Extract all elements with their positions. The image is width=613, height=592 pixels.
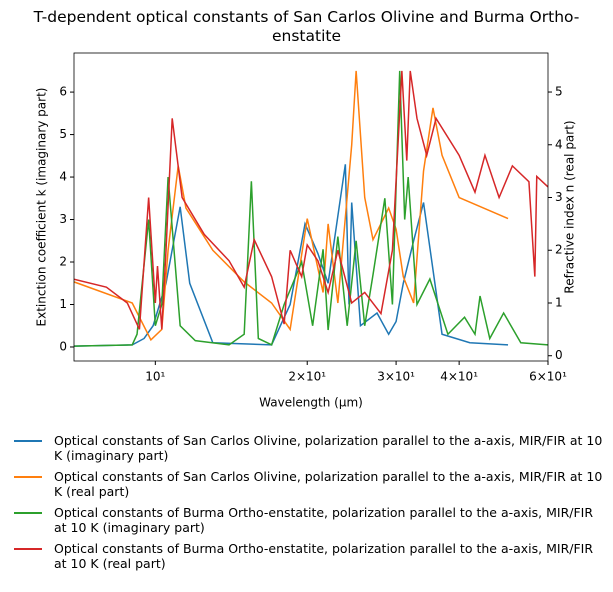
legend-label: Optical constants of San Carlos Olivine,… <box>54 469 603 499</box>
y-tick-label: 0 <box>59 339 67 353</box>
legend-swatch <box>14 548 42 550</box>
legend-label: Optical constants of Burma Ortho-enstati… <box>54 505 594 535</box>
x-axis-label: Wavelength (μm) <box>259 396 363 410</box>
x-tick-label: 10¹ <box>145 370 165 384</box>
chart: 10¹ 2×10¹ 3×10¹ 4×10¹ 6×10¹ 0 1 2 3 4 5 6 0 1 2 3 4 5 Wave… <box>35 52 577 410</box>
plot-frame <box>73 52 549 362</box>
y-tick-label: 2 <box>59 255 67 269</box>
y2-tick-label: 4 <box>555 137 563 151</box>
x-tick-label: 3×10¹ <box>377 370 415 384</box>
x-tick-label: 4×10¹ <box>440 370 478 384</box>
y2-tick-label: 0 <box>555 348 563 362</box>
x-tick-label: 6×10¹ <box>529 370 567 384</box>
legend-swatch <box>14 440 42 442</box>
legend-item: Optical constants of Burma Ortho-enstati… <box>14 541 609 571</box>
data-line <box>74 164 509 347</box>
legend-label: Optical constants of Burma Ortho-enstati… <box>54 541 594 571</box>
legend-item: Optical constants of San Carlos Olivine,… <box>14 469 609 499</box>
y-tick-label: 4 <box>59 170 67 184</box>
y-tick-label: 3 <box>59 212 67 226</box>
legend: Optical constants of San Carlos Olivine,… <box>14 433 609 577</box>
y-tick-label: 6 <box>59 85 67 99</box>
y2-tick-label: 1 <box>555 295 563 309</box>
data-line <box>74 70 509 342</box>
y2-tick-label: 2 <box>555 243 563 257</box>
data-line <box>74 70 548 347</box>
y-tick-label: 5 <box>59 127 67 141</box>
chart-title: T-dependent optical constants of San Car… <box>33 8 580 45</box>
x-tick-label: 2×10¹ <box>288 370 326 384</box>
data-line <box>74 70 548 330</box>
y2-tick-label: 3 <box>555 190 563 204</box>
legend-item: Optical constants of Burma Ortho-enstati… <box>14 505 609 535</box>
y-axis-label: Extinction coefficient k (imaginary part… <box>35 88 49 327</box>
legend-swatch <box>14 476 42 478</box>
legend-item: Optical constants of San Carlos Olivine,… <box>14 433 609 463</box>
y2-axis-label: Refractive index n (real part) <box>563 120 577 293</box>
y-tick-label: 1 <box>59 297 67 311</box>
legend-label: Optical constants of San Carlos Olivine,… <box>54 433 603 463</box>
legend-swatch <box>14 512 42 514</box>
y2-tick-label: 5 <box>555 85 563 99</box>
